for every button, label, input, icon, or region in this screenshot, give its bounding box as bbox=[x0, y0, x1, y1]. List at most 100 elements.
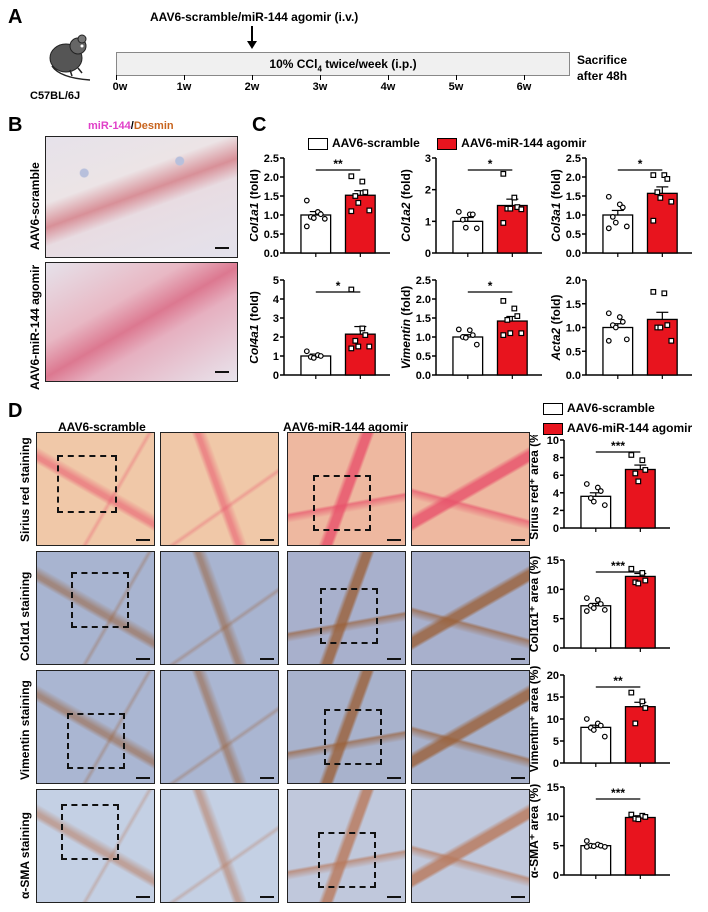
svg-text:*: * bbox=[488, 279, 493, 293]
bar-chart: 0 5 10 15 *** Col1α1⁺ area (%) bbox=[530, 555, 670, 655]
svg-text:5: 5 bbox=[273, 275, 279, 287]
svg-text:10: 10 bbox=[547, 584, 559, 596]
svg-text:Col1a2 (fold): Col1a2 (fold) bbox=[399, 169, 413, 242]
svg-text:0: 0 bbox=[553, 643, 559, 655]
svg-text:2.0: 2.0 bbox=[566, 275, 581, 287]
svg-text:0: 0 bbox=[425, 248, 431, 260]
svg-text:0: 0 bbox=[273, 370, 279, 382]
injection-arrow-icon bbox=[247, 26, 257, 49]
svg-text:**: ** bbox=[613, 674, 623, 688]
micrograph-b-scramble bbox=[45, 136, 238, 258]
svg-text:8: 8 bbox=[553, 453, 559, 465]
panel-d-bar-charts: 0 2 4 6 8 10 *** Sirius red⁺ area (%) 0 5 10 15 *** C… bbox=[530, 435, 670, 882]
scale-bar bbox=[511, 539, 525, 541]
staining-image-asma-scramble bbox=[36, 789, 155, 903]
svg-text:*: * bbox=[488, 157, 493, 171]
svg-text:1: 1 bbox=[425, 216, 431, 228]
staining-image-vimentin-agomir bbox=[287, 670, 406, 784]
svg-text:Vimentin (fold): Vimentin (fold) bbox=[399, 286, 413, 370]
staining-row-label: Col1α1 staining bbox=[18, 571, 32, 661]
bar-chart: 0 5 10 15 20 ** Vimentin⁺ area (%) bbox=[530, 666, 670, 772]
tick-label: 4w bbox=[380, 81, 396, 93]
svg-text:***: *** bbox=[611, 439, 625, 453]
zoom-region-box bbox=[67, 713, 125, 769]
panel-d-legend: AAV6-scramble AAV6-miR-144 agomir bbox=[543, 398, 692, 438]
panel-letter-d: D bbox=[8, 400, 23, 422]
tick-label: 1w bbox=[176, 81, 192, 93]
scale-bar bbox=[136, 896, 150, 898]
scale-bar bbox=[260, 539, 274, 541]
svg-text:2.5: 2.5 bbox=[264, 153, 279, 165]
staining-image-vimentin-scramble bbox=[36, 670, 155, 784]
bar-chart: 0 1 2 3 * Col1a2 (fold) bbox=[399, 153, 542, 260]
svg-text:1.0: 1.0 bbox=[416, 332, 431, 344]
staining-image-col1a1-scramble bbox=[36, 551, 155, 665]
svg-text:15: 15 bbox=[547, 555, 559, 567]
panel-c-legend: AAV6-scramble AAV6-miR-144 agomir bbox=[308, 136, 586, 150]
staining-row-label: Sirius red staining bbox=[18, 437, 32, 542]
svg-text:2.5: 2.5 bbox=[566, 153, 581, 165]
svg-text:5: 5 bbox=[553, 841, 559, 853]
scale-bar bbox=[511, 896, 525, 898]
staining-image-sirius-scramble-zoom bbox=[160, 432, 279, 546]
svg-text:Col1a1 (fold): Col1a1 (fold) bbox=[250, 169, 261, 242]
zoom-region-box bbox=[318, 832, 376, 888]
tick-label: 6w bbox=[516, 81, 532, 93]
svg-text:10: 10 bbox=[547, 435, 559, 447]
svg-text:5: 5 bbox=[553, 614, 559, 626]
svg-text:α-SMA⁺ area (%): α-SMA⁺ area (%) bbox=[530, 784, 541, 878]
svg-text:1.0: 1.0 bbox=[264, 210, 279, 222]
zoom-region-box bbox=[313, 475, 371, 531]
svg-text:Sirius red⁺ area (%): Sirius red⁺ area (%) bbox=[530, 435, 541, 540]
scale-bar bbox=[260, 896, 274, 898]
bar-chart: 0 5 10 15 *** α-SMA⁺ area (%) bbox=[530, 782, 670, 882]
svg-text:1.5: 1.5 bbox=[416, 313, 431, 325]
ccl4-label: 10% CCl4 twice/week (i.p.) bbox=[269, 57, 417, 74]
bar-chart: 0.0 0.5 1.0 1.5 2.0 2.5 * Vimentin (fold) bbox=[399, 275, 542, 382]
svg-text:10: 10 bbox=[547, 811, 559, 823]
scale-bar bbox=[387, 777, 401, 779]
svg-text:1.0: 1.0 bbox=[566, 210, 581, 222]
svg-text:2: 2 bbox=[425, 185, 431, 197]
staining-image-col1a1-scramble-zoom bbox=[160, 551, 279, 665]
svg-text:3: 3 bbox=[425, 153, 431, 165]
svg-text:0: 0 bbox=[553, 870, 559, 882]
scale-bar bbox=[387, 896, 401, 898]
scale-bar bbox=[136, 658, 150, 660]
svg-text:**: ** bbox=[333, 157, 343, 171]
svg-text:*: * bbox=[336, 279, 341, 293]
svg-text:1.5: 1.5 bbox=[264, 191, 279, 203]
svg-text:***: *** bbox=[611, 786, 625, 800]
row-label-agomir: AAV6-miR-144 agomir bbox=[28, 264, 42, 390]
svg-text:1.5: 1.5 bbox=[566, 191, 581, 203]
bar-chart: 0.0 0.5 1.0 1.5 2.0 2.5 ** Col1a1 (fold) bbox=[250, 153, 390, 260]
staining-image-asma-agomir-zoom bbox=[411, 789, 530, 903]
svg-text:2.0: 2.0 bbox=[264, 172, 279, 184]
micrograph-b-agomir bbox=[45, 262, 238, 382]
svg-text:3: 3 bbox=[273, 313, 279, 325]
zoom-region-box bbox=[61, 804, 119, 860]
scale-bar bbox=[511, 658, 525, 660]
svg-text:0.5: 0.5 bbox=[416, 351, 431, 363]
legend-item-agomir: AAV6-miR-144 agomir bbox=[543, 418, 692, 438]
staining-image-vimentin-agomir-zoom bbox=[411, 670, 530, 784]
svg-text:10: 10 bbox=[547, 714, 559, 726]
staining-image-asma-scramble-zoom bbox=[160, 789, 279, 903]
injection-label: AAV6-scramble/miR-144 agomir (i.v.) bbox=[150, 10, 359, 24]
svg-text:15: 15 bbox=[547, 782, 559, 794]
svg-text:15: 15 bbox=[547, 692, 559, 704]
panel-letter-c: C bbox=[252, 114, 267, 136]
zoom-region-box bbox=[57, 455, 117, 513]
group-title-agomir: AAV6-miR-144 agomir bbox=[283, 420, 409, 434]
bar-chart: 0 1 2 3 4 5 * Col4a1 (fold) bbox=[250, 275, 390, 382]
svg-text:20: 20 bbox=[547, 670, 559, 682]
svg-text:***: *** bbox=[611, 559, 625, 573]
staining-image-sirius-scramble bbox=[36, 432, 155, 546]
staining-image-sirius-agomir-zoom bbox=[411, 432, 530, 546]
panel-letter-a: A bbox=[8, 6, 23, 28]
svg-text:2.5: 2.5 bbox=[416, 275, 431, 287]
staining-row-label: α-SMA staining bbox=[18, 812, 32, 899]
tick-label: 2w bbox=[244, 81, 260, 93]
svg-text:4: 4 bbox=[273, 294, 280, 306]
